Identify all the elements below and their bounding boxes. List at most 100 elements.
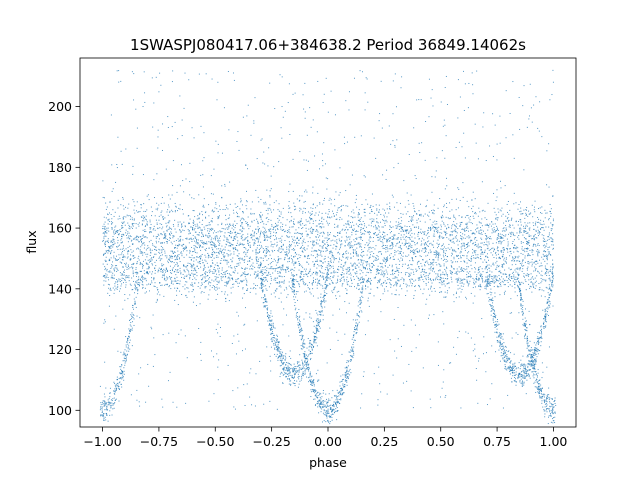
data-point	[442, 259, 444, 261]
data-point	[413, 273, 415, 275]
data-point	[160, 233, 162, 235]
data-point	[438, 226, 440, 228]
data-point	[169, 265, 171, 267]
data-point	[386, 271, 388, 273]
data-point	[498, 256, 500, 258]
data-point	[425, 242, 427, 244]
data-point	[215, 298, 217, 300]
data-point	[214, 237, 216, 239]
data-point	[459, 225, 461, 227]
data-point	[308, 220, 310, 222]
data-point	[367, 232, 369, 234]
data-point	[358, 244, 360, 246]
data-point	[518, 220, 520, 222]
data-point	[176, 269, 178, 271]
data-point	[364, 244, 366, 246]
data-point	[235, 281, 237, 283]
data-point	[510, 268, 512, 270]
data-point	[315, 271, 317, 273]
data-point	[332, 292, 334, 294]
data-point	[383, 237, 385, 239]
data-point	[522, 242, 524, 244]
data-point	[137, 223, 139, 225]
data-point	[133, 218, 135, 220]
data-point	[147, 272, 149, 274]
data-point	[441, 217, 443, 219]
data-point	[241, 231, 243, 233]
data-point	[523, 209, 525, 211]
data-point	[198, 262, 200, 264]
data-point	[461, 236, 463, 238]
data-point	[371, 211, 373, 213]
data-point	[177, 265, 179, 267]
data-point	[335, 191, 337, 193]
data-point	[145, 278, 147, 280]
data-point	[357, 283, 359, 285]
data-point	[513, 203, 515, 205]
data-point	[150, 252, 152, 254]
data-point	[392, 226, 394, 228]
data-point	[550, 266, 552, 268]
data-point	[127, 276, 129, 278]
data-point	[550, 270, 552, 272]
data-point	[483, 241, 485, 243]
data-point	[194, 236, 196, 238]
data-point	[290, 287, 291, 289]
data-point	[191, 267, 193, 269]
data-point	[541, 270, 543, 272]
data-point	[492, 242, 494, 244]
data-point	[515, 271, 517, 273]
data-point	[180, 272, 182, 274]
data-point	[433, 279, 435, 281]
data-point	[487, 279, 489, 281]
data-point	[543, 235, 545, 237]
data-point	[539, 228, 541, 230]
data-point	[484, 259, 486, 261]
data-point	[386, 203, 388, 205]
data-point	[304, 255, 306, 257]
data-point	[120, 235, 122, 237]
data-point	[112, 239, 114, 241]
data-point	[220, 262, 222, 264]
data-point	[257, 240, 259, 242]
data-point	[309, 268, 311, 270]
data-point	[168, 194, 170, 196]
data-point	[289, 245, 291, 247]
data-point	[458, 258, 460, 260]
data-point	[282, 264, 284, 266]
data-point	[495, 242, 497, 244]
data-point	[286, 235, 288, 237]
data-point	[320, 271, 322, 273]
data-point	[394, 249, 396, 251]
data-point	[221, 267, 223, 269]
data-point	[356, 206, 358, 208]
data-point	[382, 293, 384, 295]
data-point	[217, 224, 219, 226]
data-point	[202, 262, 204, 264]
data-point	[196, 256, 198, 258]
data-point	[332, 255, 334, 257]
data-point	[183, 270, 185, 272]
data-point	[187, 215, 189, 217]
data-point	[528, 235, 530, 237]
data-point	[227, 294, 229, 296]
data-point	[259, 287, 261, 289]
data-point	[272, 235, 274, 237]
data-point	[141, 276, 143, 278]
data-point	[174, 255, 176, 257]
data-point	[270, 231, 272, 233]
data-point	[252, 250, 254, 252]
data-point	[167, 270, 169, 272]
data-point	[544, 260, 546, 262]
data-point	[484, 281, 486, 283]
data-point	[197, 227, 199, 229]
data-point	[145, 249, 147, 251]
data-point	[261, 246, 263, 248]
data-point	[317, 236, 319, 238]
data-point	[291, 249, 293, 251]
data-point	[200, 275, 202, 277]
data-point	[124, 299, 126, 301]
data-point	[282, 244, 284, 246]
data-point	[204, 259, 206, 261]
data-point	[405, 230, 407, 232]
